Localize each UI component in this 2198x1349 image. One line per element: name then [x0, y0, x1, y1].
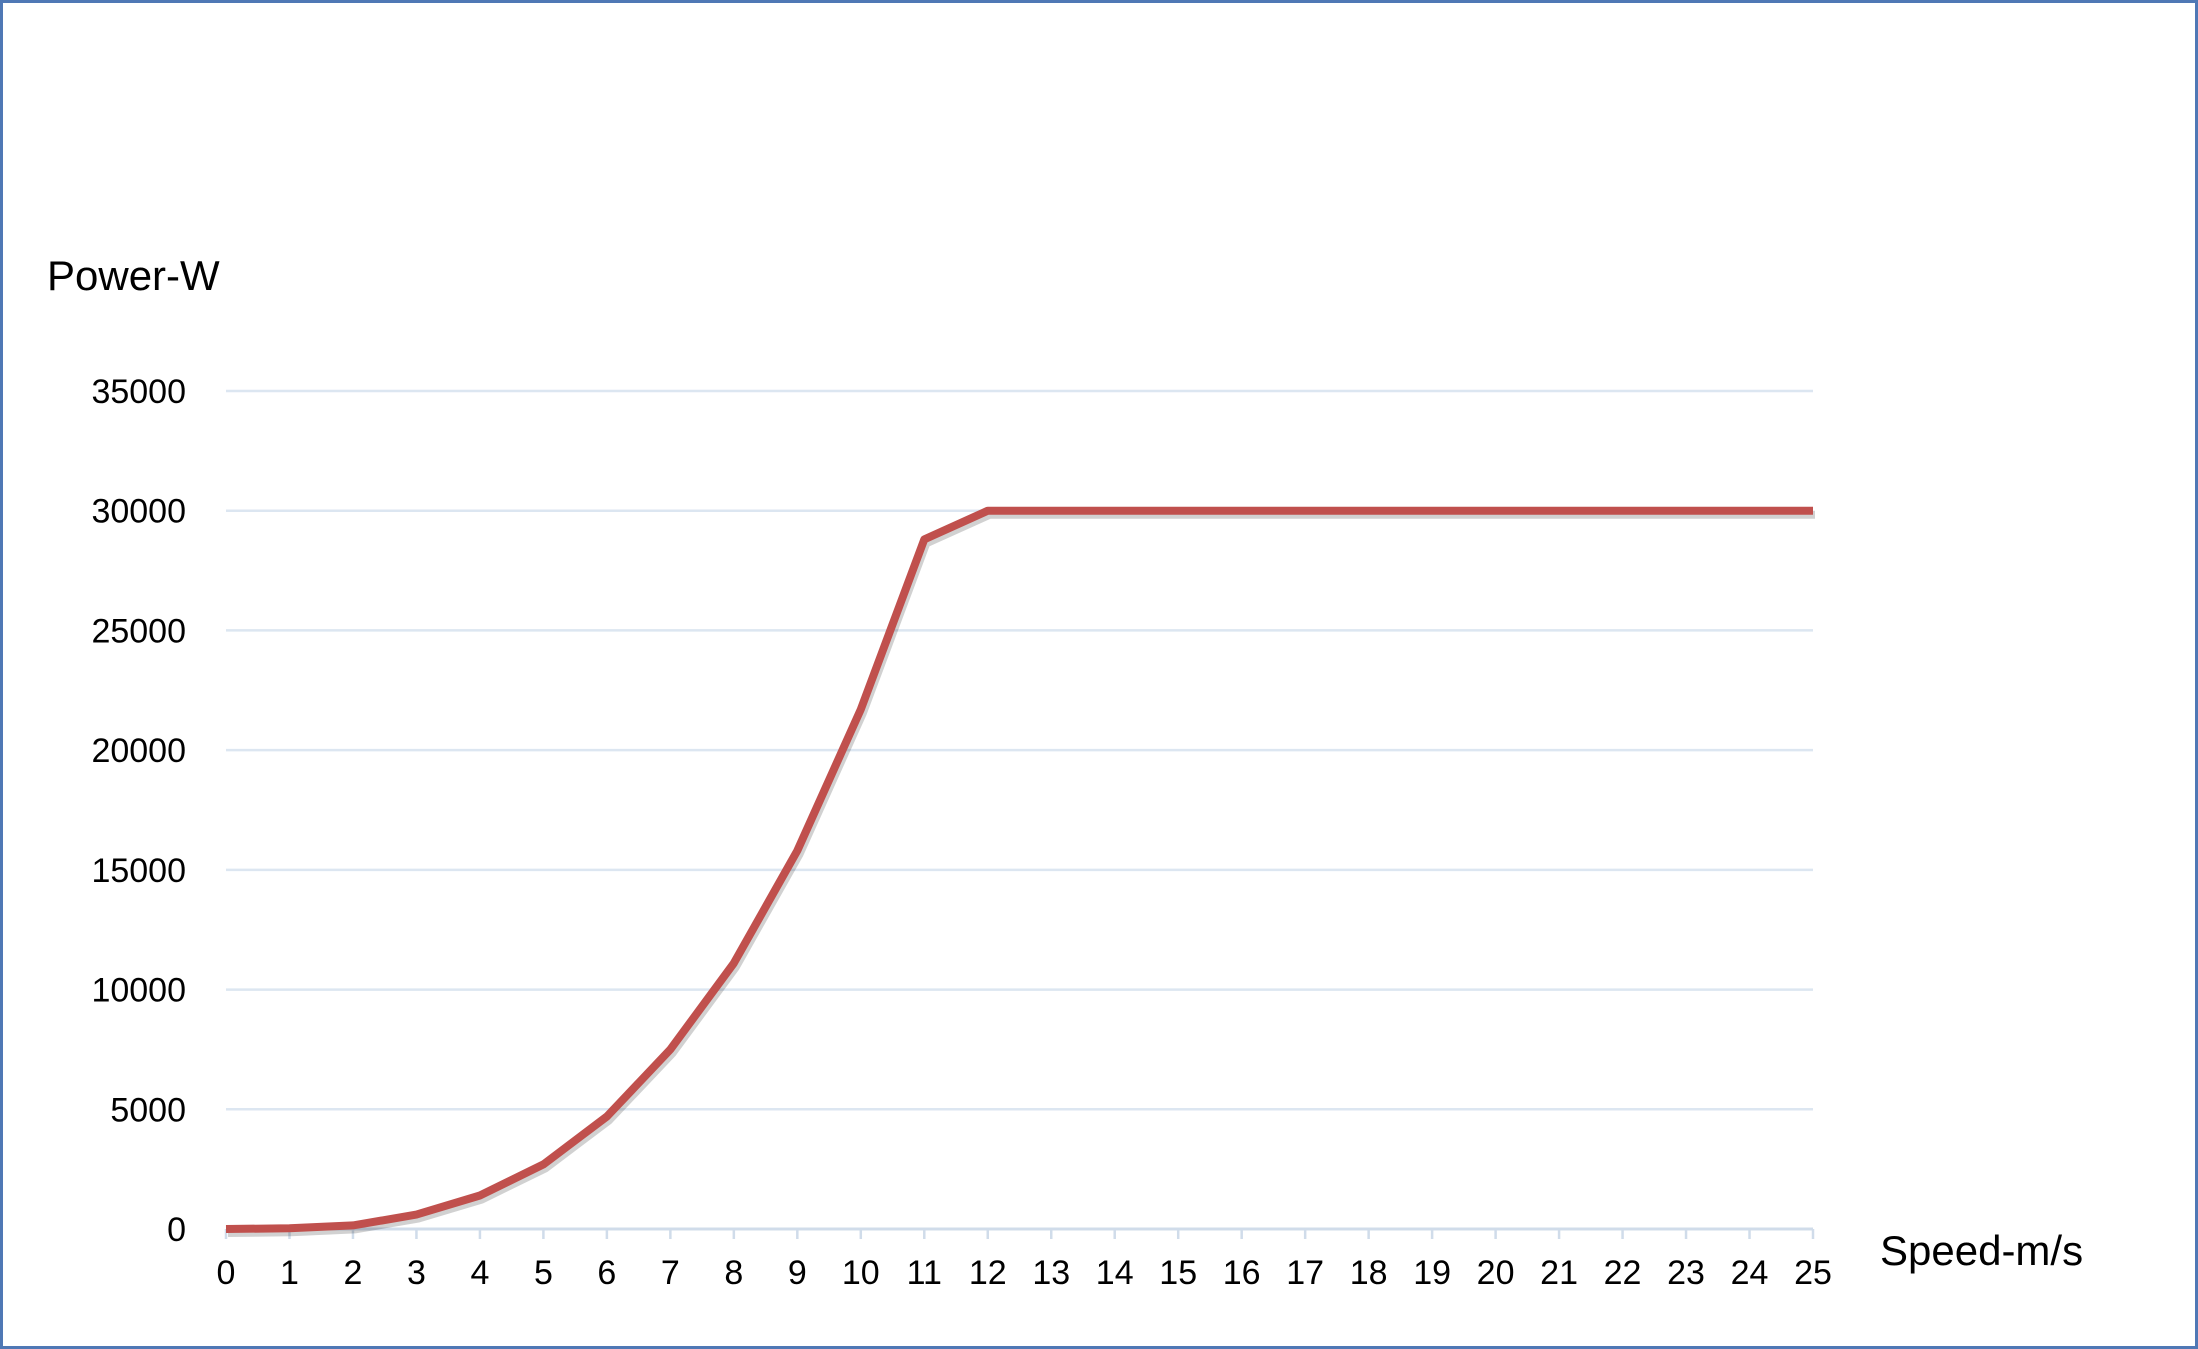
x-axis — [224, 1227, 1815, 1239]
x-tick-label: 9 — [788, 1254, 807, 1292]
x-tick-label: 23 — [1667, 1254, 1705, 1292]
x-axis-title: Speed-m/s — [1880, 1227, 2083, 1274]
y-tick-label: 0 — [167, 1211, 186, 1249]
series-line — [225, 506, 1813, 1233]
x-tick-label: 8 — [724, 1254, 743, 1292]
x-tick-label: 10 — [842, 1254, 880, 1292]
y-tick-label: 10000 — [91, 972, 186, 1010]
x-tick-label: 13 — [1032, 1254, 1070, 1292]
series-line-shadow — [227, 510, 1815, 1237]
x-tick-label: 22 — [1604, 1254, 1642, 1292]
x-tick-label: 3 — [407, 1254, 426, 1292]
x-tick-label: 24 — [1731, 1254, 1769, 1292]
x-tick-label: 5 — [534, 1254, 553, 1292]
x-tick-label: 0 — [217, 1254, 236, 1292]
x-tick-label: 21 — [1540, 1254, 1578, 1292]
x-tick-label: 2 — [343, 1254, 362, 1292]
x-tick-label: 19 — [1413, 1254, 1451, 1292]
x-tick-label: 17 — [1286, 1254, 1324, 1292]
y-tick-label: 5000 — [110, 1091, 186, 1129]
y-tick-label: 20000 — [91, 732, 186, 770]
x-tick-label: 11 — [907, 1254, 942, 1292]
x-tick-label: 20 — [1477, 1254, 1515, 1292]
x-tick-label: 7 — [661, 1254, 680, 1292]
y-tick-label: 15000 — [91, 852, 186, 890]
x-tick-label: 16 — [1223, 1254, 1261, 1292]
y-tick-label: 25000 — [91, 612, 186, 650]
x-tick-label: 14 — [1096, 1254, 1134, 1292]
y-tick-label: 35000 — [91, 373, 186, 411]
x-tick-label: 15 — [1159, 1254, 1197, 1292]
x-tick-label: 6 — [597, 1254, 616, 1292]
x-tick-label: 25 — [1794, 1254, 1832, 1292]
x-tick-label: 18 — [1350, 1254, 1388, 1292]
x-tick-labels: 0 1 2 3 4 5 6 7 8 9 10 11 12 13 14 15 16 17 18 19 20 21 22 23 24… — [217, 1254, 1832, 1292]
y-tick-label: 30000 — [91, 493, 186, 531]
y-tick-labels: 0 5000 10000 15000 20000 25000 30000 35000 — [91, 373, 186, 1249]
series-layer — [225, 506, 1815, 1237]
x-tick-label: 4 — [470, 1254, 489, 1292]
y-axis-title: Power-W — [47, 252, 220, 299]
x-tick-label: 12 — [969, 1254, 1007, 1292]
x-tick-label: 1 — [280, 1254, 299, 1292]
gridlines — [226, 389, 1813, 1111]
